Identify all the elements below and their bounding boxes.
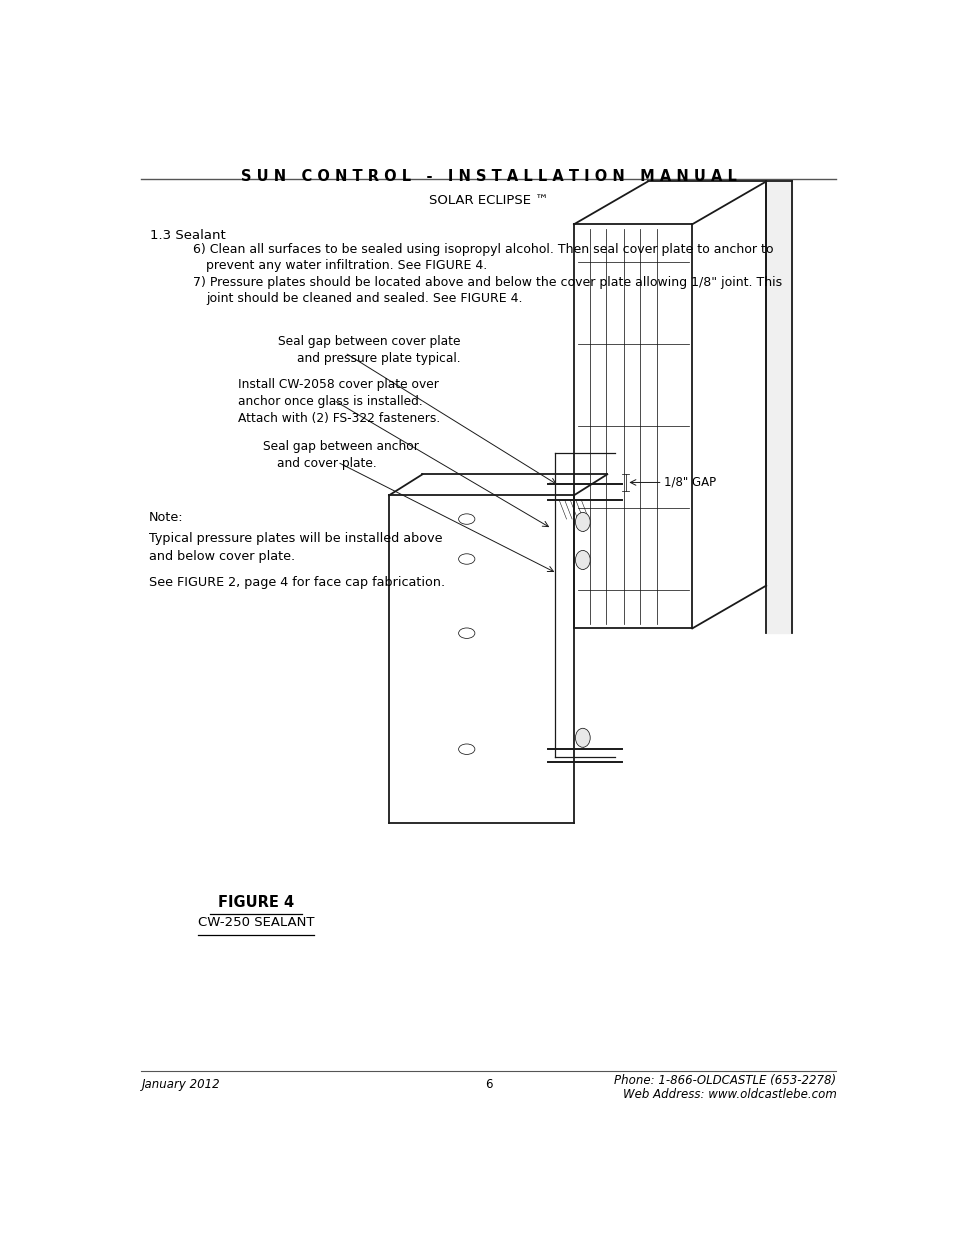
Text: S U N   C O N T R O L   -   I N S T A L L A T I O N   M A N U A L: S U N C O N T R O L - I N S T A L L A T … <box>241 169 736 184</box>
Text: Seal gap between cover plate: Seal gap between cover plate <box>278 335 460 348</box>
Text: joint should be cleaned and sealed. See FIGURE 4.: joint should be cleaned and sealed. See … <box>206 291 522 305</box>
Text: CW-250 SEALANT: CW-250 SEALANT <box>197 915 314 929</box>
Circle shape <box>575 729 590 747</box>
Text: 6: 6 <box>485 1078 492 1092</box>
Text: Web Address: www.oldcastlebe.com: Web Address: www.oldcastlebe.com <box>622 1088 836 1100</box>
Text: and cover plate.: and cover plate. <box>276 457 376 469</box>
Text: January 2012: January 2012 <box>141 1078 220 1092</box>
Text: 7) Pressure plates should be located above and below the cover plate allowing 1/: 7) Pressure plates should be located abo… <box>193 275 781 289</box>
Text: See FIGURE 2, page 4 for face cap fabrication.: See FIGURE 2, page 4 for face cap fabric… <box>149 576 444 589</box>
Text: Note:: Note: <box>149 511 183 525</box>
Text: prevent any water infiltration. See FIGURE 4.: prevent any water infiltration. See FIGU… <box>206 259 487 273</box>
Text: and below cover plate.: and below cover plate. <box>149 550 294 562</box>
Text: 6) Clean all surfaces to be sealed using isopropyl alcohol. Then seal cover plat: 6) Clean all surfaces to be sealed using… <box>193 243 773 257</box>
Text: FIGURE 4: FIGURE 4 <box>217 894 294 910</box>
Circle shape <box>575 513 590 531</box>
Text: Seal gap between anchor: Seal gap between anchor <box>263 440 419 452</box>
Text: Install CW-2058 cover plate over: Install CW-2058 cover plate over <box>237 378 438 390</box>
Text: 1/8" GAP: 1/8" GAP <box>663 475 716 489</box>
Circle shape <box>575 551 590 569</box>
Text: Typical pressure plates will be installed above: Typical pressure plates will be installe… <box>149 532 442 546</box>
Ellipse shape <box>458 627 475 638</box>
Text: 1.3 Sealant: 1.3 Sealant <box>151 228 226 242</box>
Text: and pressure plate typical.: and pressure plate typical. <box>296 352 460 366</box>
Text: anchor once glass is installed.: anchor once glass is installed. <box>237 395 422 408</box>
Ellipse shape <box>458 553 475 564</box>
Text: SOLAR ECLIPSE ™: SOLAR ECLIPSE ™ <box>429 194 548 206</box>
Text: Attach with (2) FS-322 fasteners.: Attach with (2) FS-322 fasteners. <box>237 412 439 425</box>
Ellipse shape <box>458 514 475 525</box>
Text: Phone: 1-866-OLDCASTLE (653-2278): Phone: 1-866-OLDCASTLE (653-2278) <box>614 1074 836 1088</box>
Ellipse shape <box>458 743 475 755</box>
